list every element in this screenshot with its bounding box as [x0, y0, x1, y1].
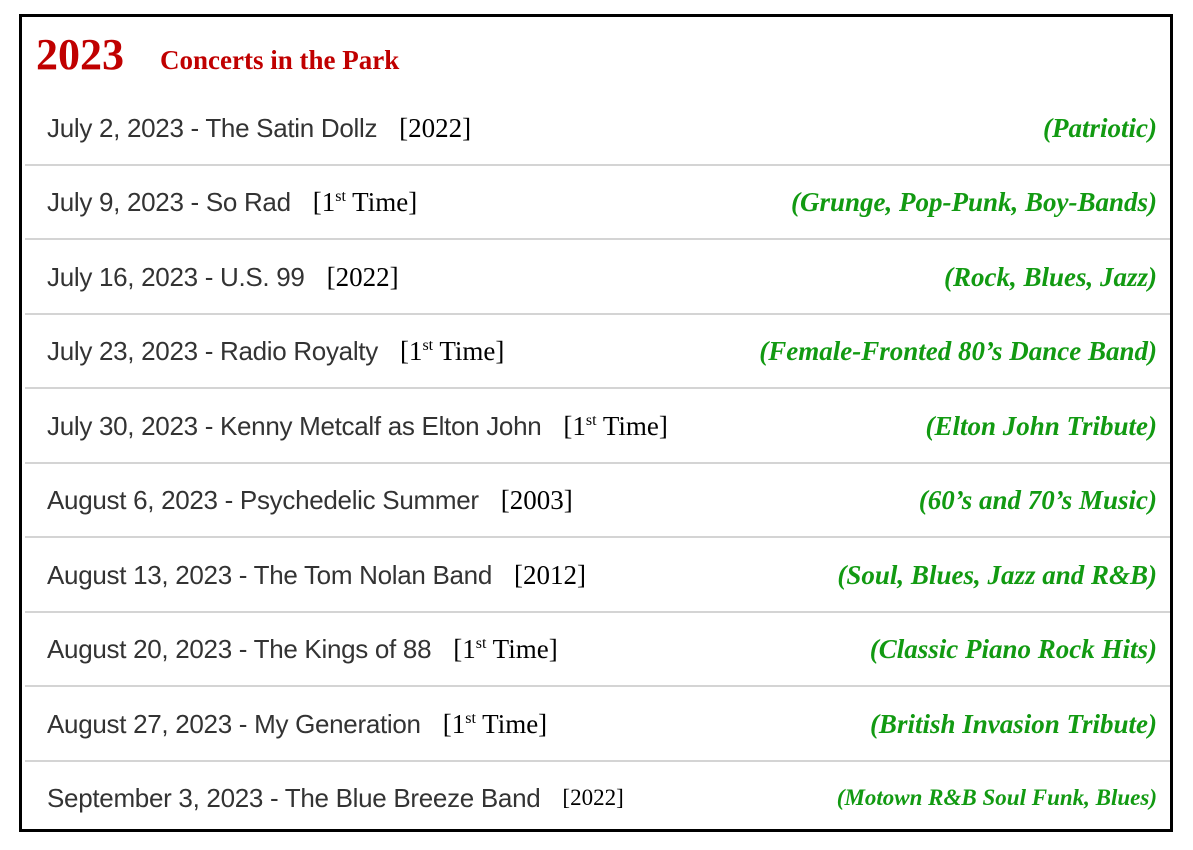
history-note: [1st Time]	[453, 634, 557, 665]
concert-genre: (Patriotic)	[1043, 112, 1157, 143]
note-text: Time]	[596, 410, 668, 441]
history-note: [1st Time]	[400, 336, 504, 367]
concert-row: September 3, 2023 - The Blue Breeze Band…	[25, 762, 1170, 834]
concert-event: July 2, 2023 - The Satin Dollz	[47, 112, 378, 143]
note-text: [1	[442, 708, 466, 739]
history-note: [2022]	[562, 785, 624, 810]
concert-row: August 6, 2023 - Psychedelic Summer [2003…	[25, 464, 1170, 538]
concert-event: August 20, 2023 - The Kings of 88	[47, 633, 432, 664]
concert-event: July 9, 2023 - So Rad	[47, 186, 291, 217]
note-text: Time]	[475, 708, 548, 739]
concert-genre: (Female-Fronted 80’s Dance Band)	[759, 335, 1157, 366]
concert-genre: (Grunge, Pop-Punk, Boy-Bands)	[790, 186, 1157, 217]
history-note: [2022]	[399, 112, 472, 143]
header: 2023 Concerts in the Park	[36, 29, 399, 89]
concert-event: July 16, 2023 - U.S. 99	[47, 261, 305, 292]
note-superscript: st	[465, 709, 476, 727]
concert-row: July 30, 2023 - Kenny Metcalf as Elton J…	[25, 390, 1170, 464]
concert-genre: (Soul, Blues, Jazz and R&B)	[837, 559, 1157, 590]
history-note: [2003]	[500, 484, 573, 515]
concert-row: August 13, 2023 - The Tom Nolan Band [201…	[25, 539, 1170, 613]
concert-row: July 9, 2023 - So Rad [1st Time] (Grunge, …	[25, 166, 1170, 240]
note-text: [1	[399, 335, 423, 366]
note-text: Time]	[345, 186, 418, 217]
concert-event: August 13, 2023 - The Tom Nolan Band	[47, 559, 492, 590]
note-text: [1	[453, 633, 476, 664]
history-note: [1st Time]	[443, 709, 547, 740]
concert-genre: (60’s and 70’s Music)	[918, 484, 1157, 515]
history-note: [2022]	[326, 261, 399, 292]
concert-event: August 27, 2023 - My Generation	[47, 708, 421, 739]
concert-genre: (Motown R&B Soul Funk, Blues)	[836, 785, 1157, 810]
concert-row: July 16, 2023 - U.S. 99 [2022] (Rock, Blue…	[25, 241, 1170, 315]
year-heading: 2023	[36, 30, 124, 79]
concert-event: September 3, 2023 - The Blue Breeze Band	[47, 782, 541, 813]
note-text: [1	[563, 410, 586, 441]
note-superscript: st	[475, 634, 487, 652]
history-note: [1st Time]	[313, 187, 417, 218]
concert-genre: (Rock, Blues, Jazz)	[943, 261, 1157, 292]
note-text: [1	[312, 186, 336, 217]
page-title: Concerts in the Park	[160, 45, 400, 75]
concert-row: August 20, 2023 - The Kings of 88 [1st Ti…	[25, 613, 1170, 687]
note-text: Time]	[486, 633, 558, 664]
note-superscript: st	[585, 411, 597, 429]
concert-row: August 27, 2023 - My Generation [1st Time…	[25, 688, 1170, 762]
concert-event: July 23, 2023 - Radio Royalty	[47, 335, 378, 366]
history-note: [1st Time]	[563, 411, 667, 442]
note-superscript: st	[335, 187, 346, 205]
note-text: Time]	[433, 335, 505, 366]
concert-genre: (Elton John Tribute)	[925, 410, 1157, 441]
concert-genre: (Classic Piano Rock Hits)	[869, 633, 1157, 664]
concert-row: July 23, 2023 - Radio Royalty [1st Time] (…	[25, 315, 1170, 389]
concert-schedule: 2023 Concerts in the Park July 2, 2023 -…	[19, 14, 1173, 832]
history-note: [2012]	[514, 559, 586, 590]
concert-event: August 6, 2023 - Psychedelic Summer	[47, 484, 479, 515]
concert-event: July 30, 2023 - Kenny Metcalf as Elton J…	[47, 410, 542, 441]
concert-genre: (British Invasion Tribute)	[869, 708, 1157, 739]
concert-row: July 2, 2023 - The Satin Dollz [2022] (Pat…	[25, 92, 1170, 166]
note-superscript: st	[422, 336, 434, 354]
